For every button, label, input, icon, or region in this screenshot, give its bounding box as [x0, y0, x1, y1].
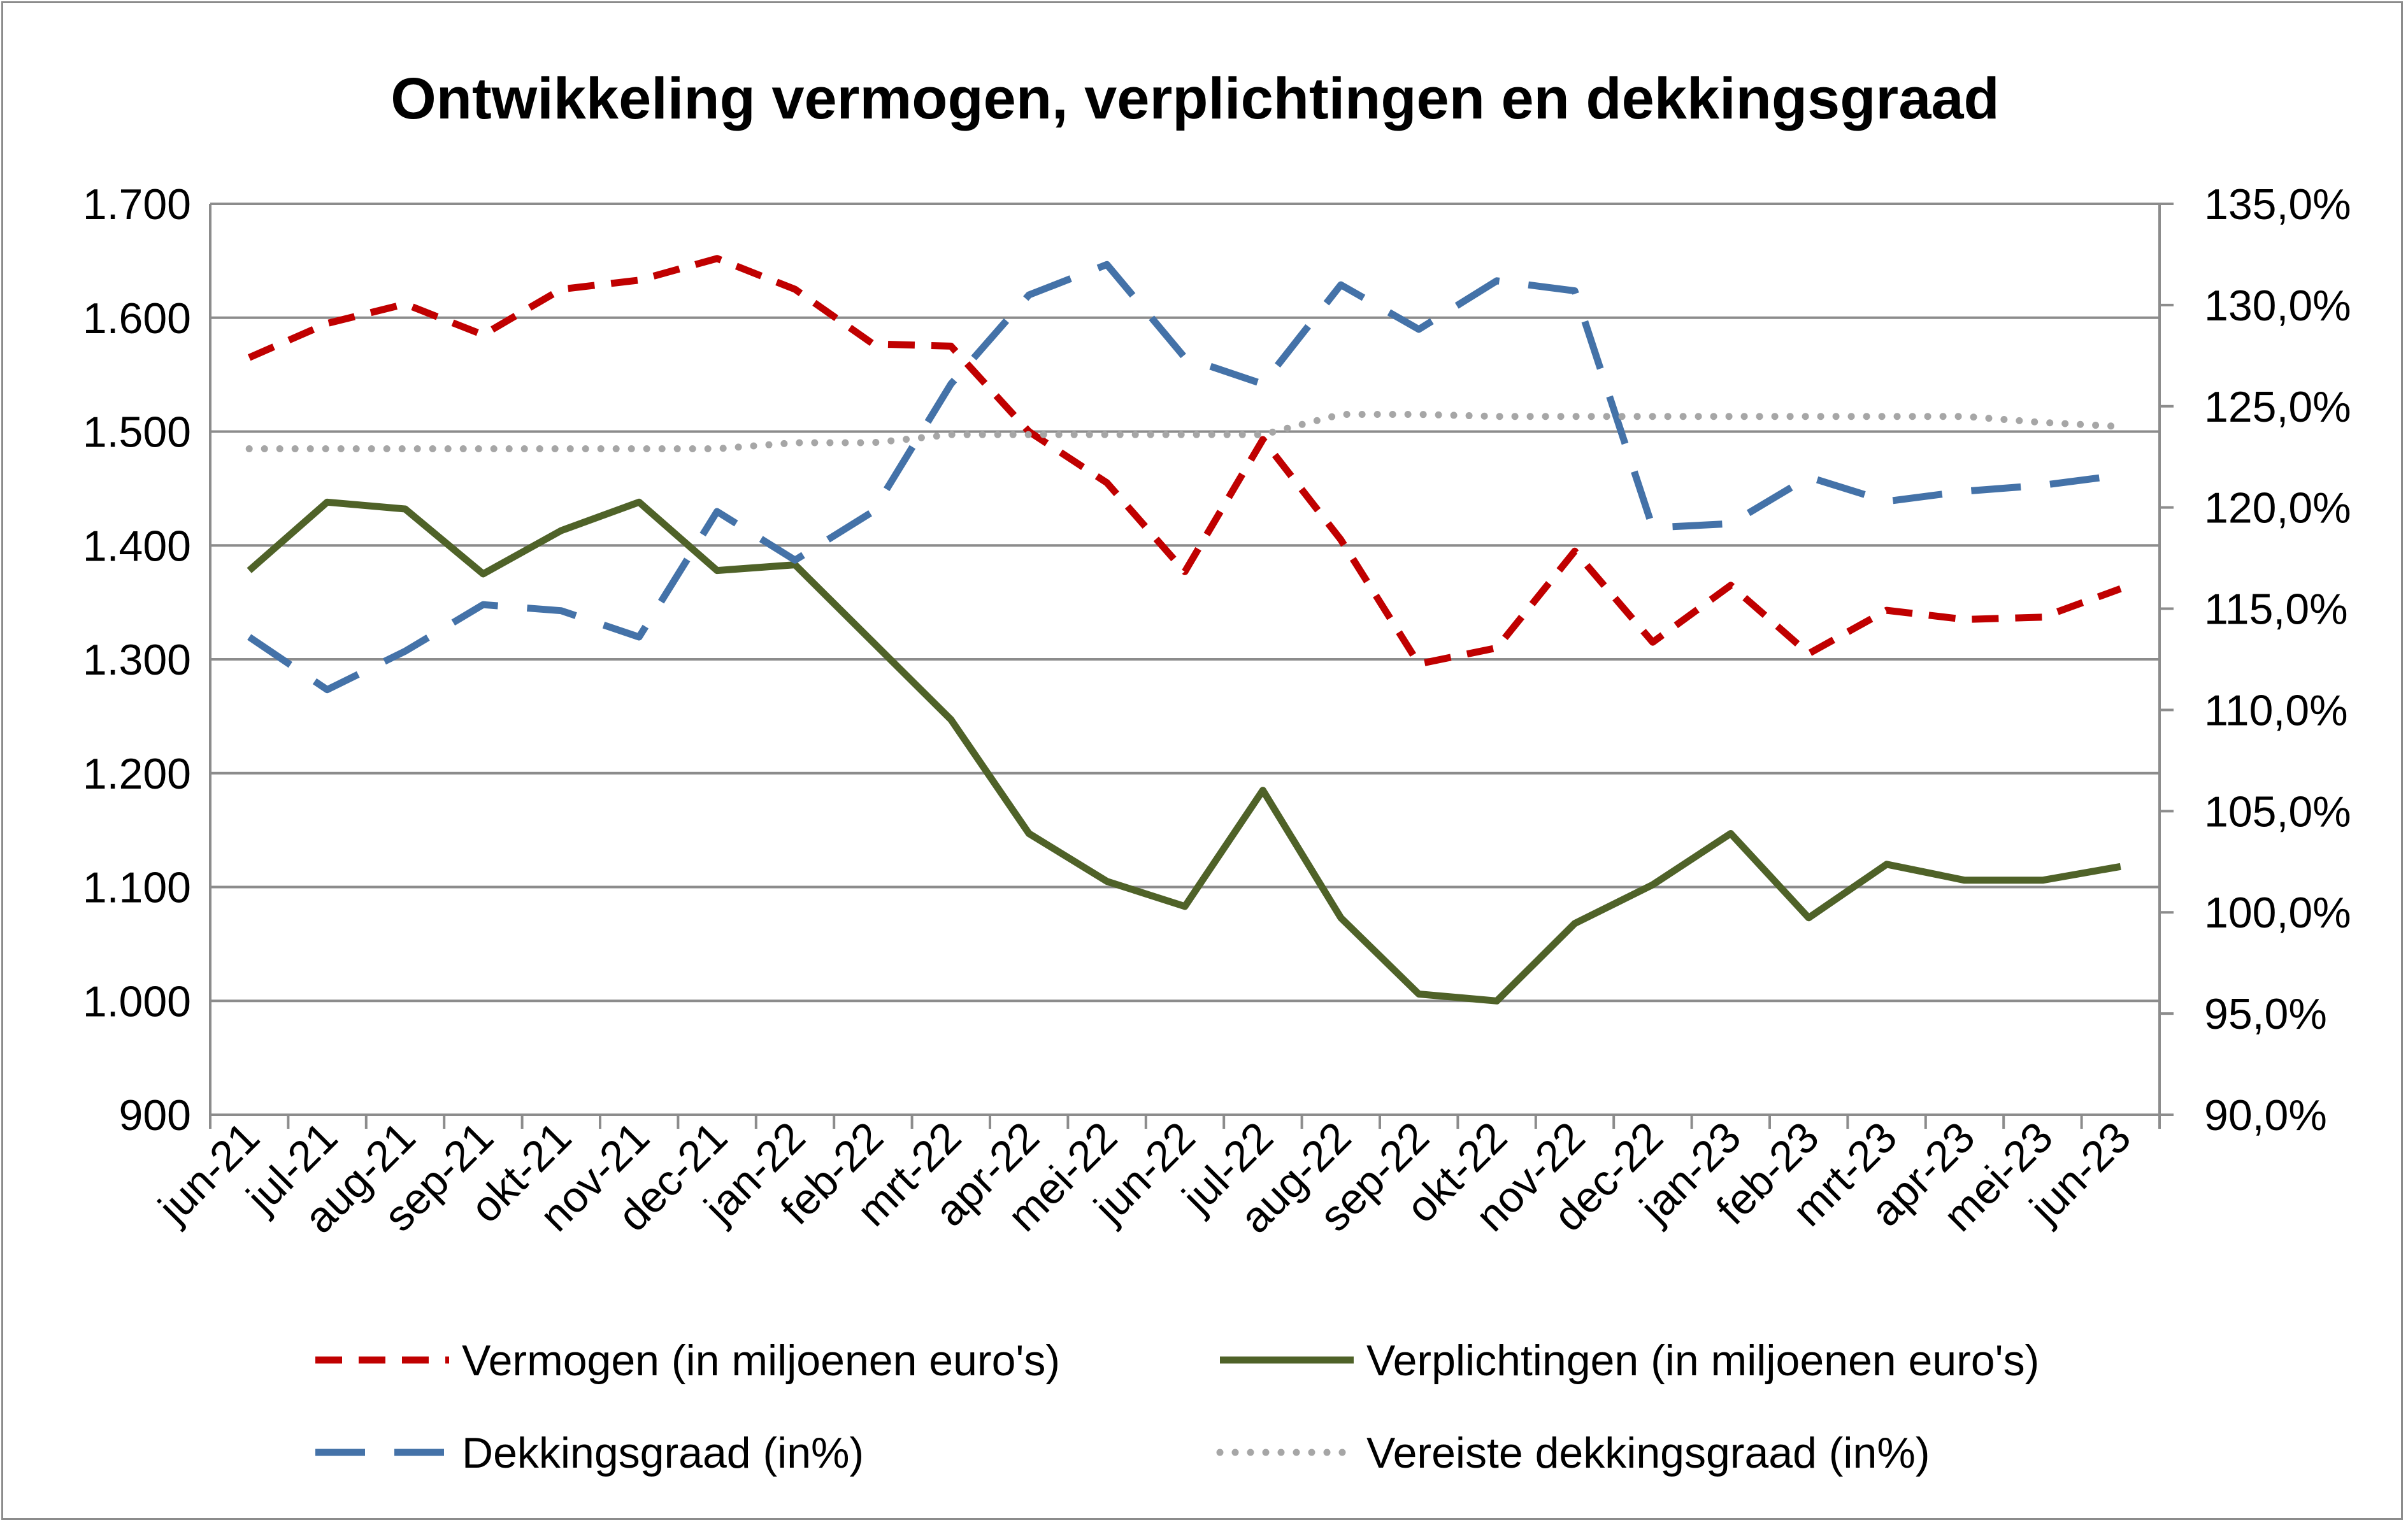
series-1-point — [638, 280, 640, 281]
y-right-tick-label: 95,0% — [2204, 990, 2327, 1038]
y-right-tick-label: 120,0% — [2204, 484, 2351, 533]
y-right-tick-label: 135,0% — [2204, 180, 2351, 229]
series-4-point — [1964, 416, 1965, 417]
y-right-tick-label: 110,0% — [2204, 686, 2348, 734]
series-1-point — [1808, 653, 1809, 654]
series-1-point — [1418, 663, 1419, 664]
series-4-point — [638, 448, 640, 450]
series-3-point — [2120, 475, 2121, 476]
series-layer — [245, 255, 2125, 1005]
series-line-4 — [245, 411, 2125, 452]
y-left-tick-label: 1.400 — [83, 522, 191, 570]
y-left-tick-label: 1.500 — [83, 408, 191, 457]
series-1-point — [405, 303, 406, 304]
series-4-point — [561, 448, 562, 450]
y-right-tick-label: 100,0% — [2204, 889, 2351, 937]
legend-label: Vereiste dekkingsgraad (in%) — [1366, 1429, 1930, 1477]
series-1-point — [1496, 647, 1498, 648]
y-left-tick-label: 1.000 — [83, 977, 191, 1026]
y-left-tick-label: 1.600 — [83, 294, 191, 343]
legend-label: Dekkingsgraad (in%) — [462, 1429, 864, 1477]
series-3-point — [1808, 476, 1809, 478]
gridlines — [210, 203, 2160, 1116]
series-3-point — [1886, 501, 1888, 502]
series-3-point — [1184, 357, 1186, 359]
series-1-point — [2042, 617, 2043, 618]
legend-label: Verplichtingen (in miljoenen euro's) — [1366, 1336, 2039, 1385]
series-4-point — [1418, 413, 1419, 415]
series-1-point — [561, 289, 562, 290]
series-3-point — [1730, 523, 1731, 524]
series-4-point — [1340, 413, 1342, 415]
series-3-point — [872, 511, 873, 512]
series-4-point — [482, 448, 484, 450]
series-1-point — [872, 343, 873, 345]
y-left-tick-label: 1.700 — [83, 180, 191, 229]
series-1-point — [482, 334, 484, 336]
series-3-point — [2042, 485, 2043, 486]
series-3-point — [1964, 490, 1965, 492]
series-4-point — [2120, 426, 2121, 427]
legend-label: Vermogen (in miljoenen euro's) — [462, 1336, 1060, 1385]
series-4-point — [717, 448, 718, 450]
series-line-1 — [247, 255, 2122, 668]
y-left-tick-label: 1.200 — [83, 750, 191, 798]
series-4-point — [794, 442, 796, 443]
series-4-point — [2042, 422, 2043, 423]
y-right-tick-label: 125,0% — [2204, 383, 2351, 431]
axes: 900 1.000 1.100 1.200 1.300 1.400 1.500 1.600 1.… — [83, 180, 2351, 1242]
chart-title: Ontwikkeling vermogen, verplichtingen en… — [391, 66, 2000, 131]
y-right-tick-label: 105,0% — [2204, 787, 2351, 836]
y-right-tick-label: 115,0% — [2204, 585, 2348, 634]
y-left-tick-label: 1.100 — [83, 864, 191, 912]
legend: Vermogen (in miljoenen euro's) Verplichti… — [315, 1336, 2039, 1477]
series-1-point — [1964, 619, 1965, 620]
series-3-point — [1652, 527, 1653, 528]
series-line-3 — [247, 261, 2121, 694]
y-left-tick-label: 900 — [119, 1091, 191, 1140]
series-3-point — [1262, 383, 1263, 385]
series-4-point — [1262, 434, 1263, 435]
series-1-point — [327, 323, 328, 324]
y-left-tick-label: 1.300 — [83, 636, 191, 684]
series-4-point — [1886, 416, 1888, 417]
series-line-2 — [247, 498, 2121, 1005]
y-right-tick-label: 130,0% — [2204, 282, 2351, 330]
y-right-tick-label: 90,0% — [2204, 1091, 2327, 1140]
